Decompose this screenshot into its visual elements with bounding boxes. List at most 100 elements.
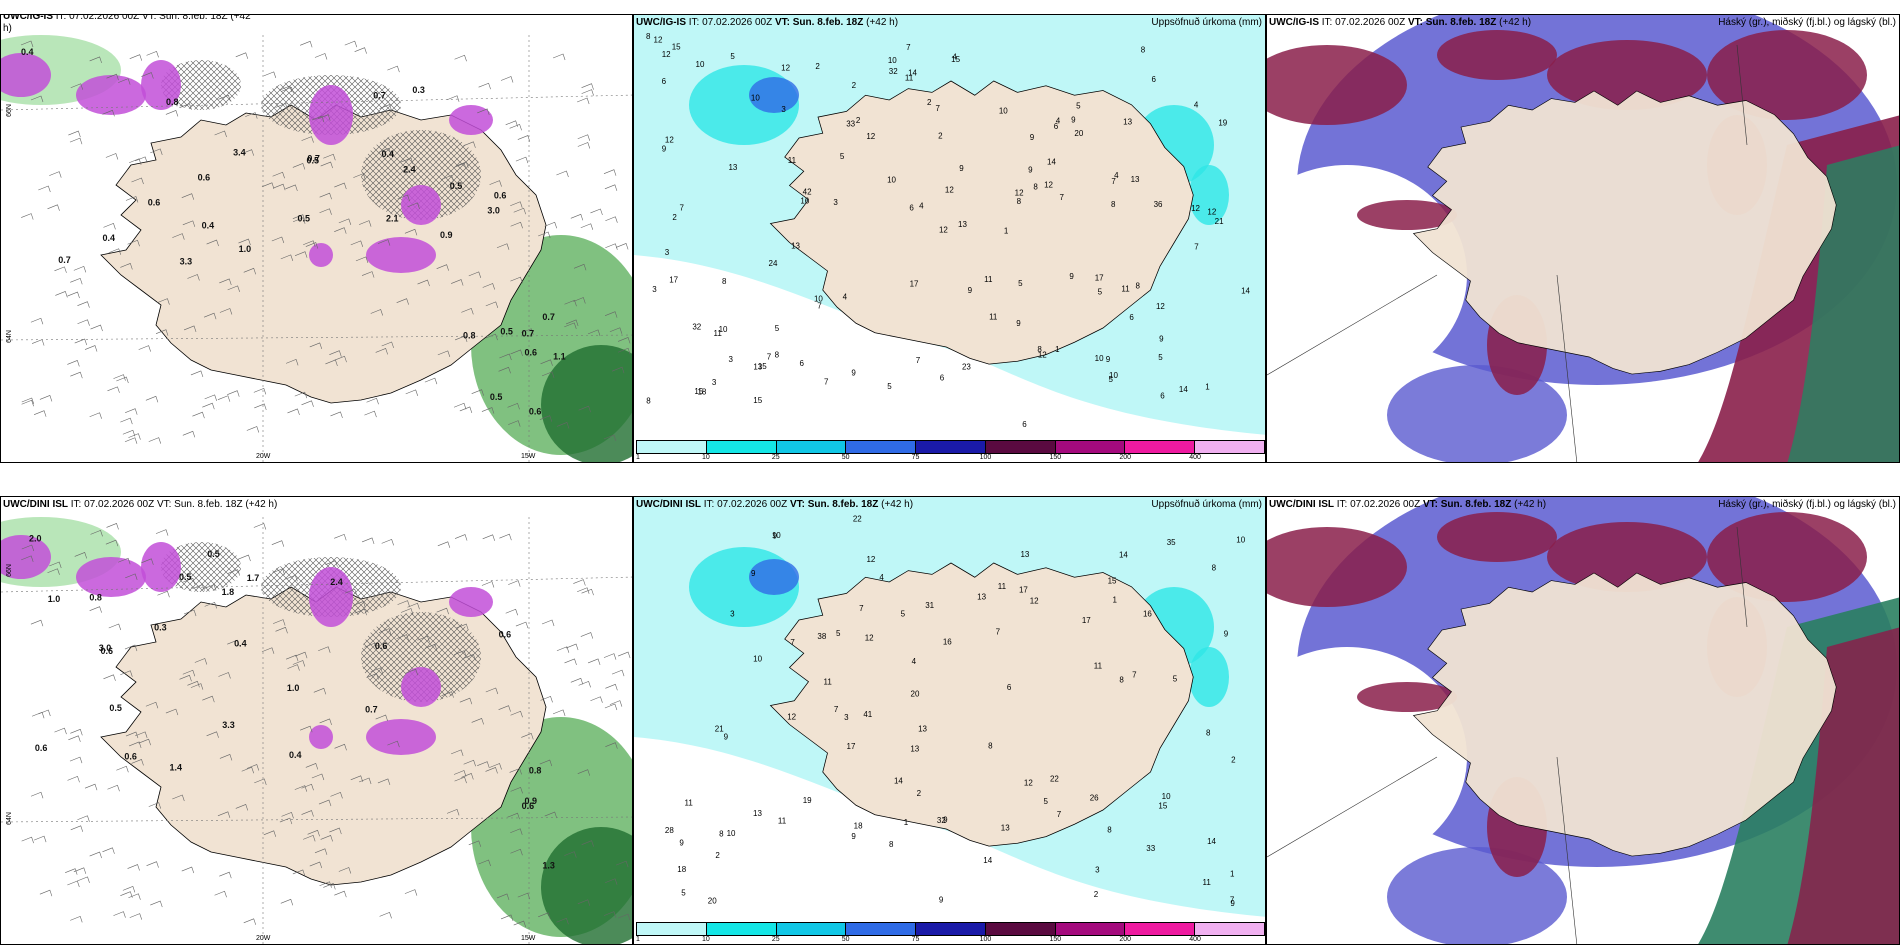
precip-value-label: 24 bbox=[769, 259, 778, 268]
wind-barb bbox=[521, 733, 534, 740]
colorbar-swatch bbox=[916, 923, 986, 935]
wind-barb bbox=[148, 802, 162, 809]
precip-value-label: 12 bbox=[1044, 181, 1053, 190]
precip-value-label: 12 bbox=[781, 63, 790, 72]
precip-value-label: 12 bbox=[939, 225, 948, 234]
wind-barb bbox=[485, 333, 498, 341]
wind-barb bbox=[396, 634, 409, 641]
precip-area bbox=[749, 77, 799, 113]
wind-barb bbox=[471, 389, 484, 396]
precip-value-label: 6 bbox=[1160, 392, 1165, 401]
precip-value-label: 11 bbox=[788, 156, 797, 165]
wind-barb bbox=[303, 240, 316, 247]
panel-ig-clouds[interactable]: UWC/IG-IS IT: 07.02.2026 00Z VT: Sun. 8.… bbox=[1266, 14, 1900, 463]
wind-barb bbox=[323, 883, 336, 890]
wind-barb bbox=[67, 291, 80, 299]
wind-barb bbox=[604, 878, 618, 885]
colorbar-swatch bbox=[1055, 441, 1126, 453]
wind-barb bbox=[120, 670, 133, 677]
wind-barb bbox=[510, 276, 523, 284]
colorbar-tick-label: 100 bbox=[979, 936, 992, 943]
precip-value-label: 10 bbox=[696, 60, 705, 69]
snow-value-label: 0.7 bbox=[58, 255, 71, 265]
wind-barb bbox=[273, 183, 286, 191]
precip-value-label: 15 bbox=[951, 55, 960, 64]
precip-value-label: 6 bbox=[1129, 313, 1134, 322]
precip-value-label: 11 bbox=[1203, 878, 1212, 887]
wind-barb bbox=[521, 328, 534, 335]
wind-barb bbox=[311, 773, 325, 781]
wind-barb bbox=[344, 588, 358, 596]
panel-ig-weather[interactable]: 0.4 1.0 3.0 3.4 2.1 3.3 0.6 0.5 0.7 2.4 0.8 0.9 0.4 0… bbox=[0, 14, 633, 463]
panel-dini-precip[interactable]: 13 10 10 9 7 5 4 15 20 22 38 41 26 17 16 11 21 10 8 6 9 9 11 12… bbox=[633, 496, 1266, 945]
wind-barb bbox=[235, 804, 249, 811]
precip-value-label: 9 bbox=[1030, 133, 1035, 142]
precip-value-label: 11 bbox=[824, 678, 833, 687]
wind-barb bbox=[314, 848, 328, 855]
wind-barb bbox=[334, 355, 347, 363]
wind-barb bbox=[609, 700, 623, 707]
precip-value-label: 10 bbox=[1162, 792, 1171, 801]
wind-barb bbox=[21, 397, 35, 405]
precip-value-label: 5 bbox=[730, 52, 735, 61]
wind-barb bbox=[307, 829, 320, 837]
wind-barb bbox=[459, 697, 473, 705]
boundary-line bbox=[1556, 274, 1578, 462]
wind-barb bbox=[227, 569, 240, 576]
precip-value-label: 32 bbox=[889, 67, 898, 76]
wind-barb bbox=[577, 769, 591, 776]
wind-barb bbox=[436, 264, 449, 271]
wind-barb bbox=[271, 236, 285, 244]
wind-barb bbox=[273, 619, 286, 626]
panel-dini-weather[interactable]: 0.4 0.5 0.6 2.4 3.3 3.0 1.8 1.7 0.6 0.8 1.0 1.4 2.0 0… bbox=[0, 496, 633, 945]
wind-barb bbox=[556, 170, 569, 178]
mid-cloud-area bbox=[1357, 682, 1457, 712]
precip-value-label: 13 bbox=[910, 745, 919, 754]
precip-value-label: 9 bbox=[1069, 272, 1074, 281]
precip-value-label: 8 bbox=[1111, 200, 1116, 209]
wind-barb bbox=[478, 82, 491, 90]
wind-barb bbox=[69, 137, 83, 145]
wind-barb bbox=[325, 560, 338, 567]
precip-value-label: 11 bbox=[998, 582, 1007, 591]
precip-value-label: 5 bbox=[1108, 375, 1113, 384]
wind-barb bbox=[235, 52, 249, 59]
precip-value-label: 5 bbox=[1018, 279, 1023, 288]
panel-dini-clouds[interactable]: UWC/DINI ISL IT: 07.02.2026 00Z VT: Sun.… bbox=[1266, 496, 1900, 945]
precip-value-label: 7 bbox=[1057, 810, 1062, 819]
wind-barb bbox=[84, 345, 98, 352]
precip-value-label: 20 bbox=[708, 897, 717, 906]
wind-barb bbox=[39, 395, 53, 402]
panel-ig-precip[interactable]: 8 8 6 5 6 3 3 11 10 9 8 13 9 12 7 19 15 14 12 17 32 42 7 7 8 7 8 9 5… bbox=[633, 14, 1266, 463]
wind-barb bbox=[407, 602, 420, 610]
precip-value-label: 7 bbox=[935, 104, 940, 113]
snow-value-label: 0.3 bbox=[412, 85, 425, 95]
wind-barb bbox=[540, 695, 553, 703]
wind-barb bbox=[570, 213, 584, 221]
precip-value-label: 7 bbox=[680, 204, 685, 213]
wind-barb bbox=[120, 417, 133, 425]
precip-value-label: 2 bbox=[938, 132, 943, 141]
precip-value-label: 6 bbox=[940, 373, 945, 382]
wind-barb bbox=[55, 291, 68, 298]
colorbar-swatch bbox=[706, 441, 777, 453]
wind-barb bbox=[107, 386, 120, 393]
mid-cloud-area bbox=[1707, 30, 1867, 120]
wind-barb bbox=[157, 298, 170, 305]
precip-value-label: 1 bbox=[1230, 869, 1235, 878]
precip-value-label: 11 bbox=[989, 313, 998, 322]
wind-barb bbox=[354, 47, 367, 54]
wind-barb bbox=[510, 710, 523, 718]
wind-barb bbox=[604, 311, 618, 318]
wind-barb bbox=[478, 859, 491, 867]
mid-cloud-area bbox=[1707, 512, 1867, 602]
wind-barb bbox=[21, 213, 34, 220]
wind-barb bbox=[424, 643, 438, 651]
wind-barb bbox=[446, 95, 460, 102]
wind-barb bbox=[318, 646, 331, 653]
wind-barb bbox=[116, 765, 129, 773]
snow-area bbox=[401, 185, 441, 225]
wind-barb bbox=[125, 731, 139, 739]
low-cloud-area bbox=[1387, 847, 1567, 944]
high-cloud-area bbox=[1787, 627, 1899, 944]
